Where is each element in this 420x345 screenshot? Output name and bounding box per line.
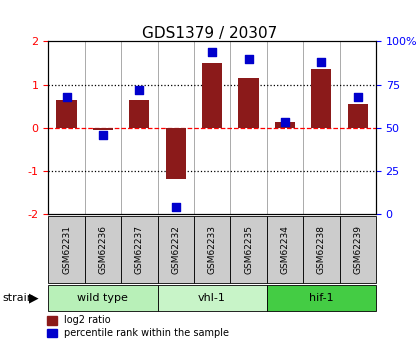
Point <box>281 120 288 125</box>
FancyBboxPatch shape <box>303 216 339 283</box>
FancyBboxPatch shape <box>85 216 121 283</box>
Text: hif-1: hif-1 <box>309 293 333 303</box>
Point <box>354 94 361 99</box>
Bar <box>348 104 368 128</box>
Point <box>136 87 143 92</box>
FancyBboxPatch shape <box>121 216 158 283</box>
FancyBboxPatch shape <box>194 216 230 283</box>
Text: GSM62236: GSM62236 <box>98 225 108 274</box>
FancyBboxPatch shape <box>267 216 303 283</box>
FancyBboxPatch shape <box>230 216 267 283</box>
Text: GSM62233: GSM62233 <box>207 225 217 274</box>
Bar <box>57 100 76 128</box>
Point <box>209 49 215 55</box>
Bar <box>129 100 150 128</box>
Text: GSM62231: GSM62231 <box>62 225 71 274</box>
Point <box>245 56 252 61</box>
Text: GSM62239: GSM62239 <box>353 225 362 274</box>
Bar <box>202 63 222 128</box>
Point <box>100 132 106 137</box>
Point <box>63 94 70 99</box>
Text: GSM62234: GSM62234 <box>281 225 289 274</box>
Point <box>318 59 325 65</box>
Text: strain: strain <box>2 293 34 303</box>
FancyBboxPatch shape <box>339 216 376 283</box>
FancyBboxPatch shape <box>48 216 85 283</box>
FancyBboxPatch shape <box>48 285 158 310</box>
Text: GSM62237: GSM62237 <box>135 225 144 274</box>
Legend: log2 ratio, percentile rank within the sample: log2 ratio, percentile rank within the s… <box>47 315 229 338</box>
Bar <box>239 78 259 128</box>
FancyBboxPatch shape <box>158 285 267 310</box>
Text: GSM62238: GSM62238 <box>317 225 326 274</box>
Text: wild type: wild type <box>77 293 129 303</box>
Point <box>172 204 179 210</box>
Text: GDS1379 / 20307: GDS1379 / 20307 <box>142 26 278 41</box>
Text: GSM62232: GSM62232 <box>171 225 180 274</box>
Text: GSM62235: GSM62235 <box>244 225 253 274</box>
FancyBboxPatch shape <box>158 216 194 283</box>
Bar <box>311 69 331 128</box>
FancyBboxPatch shape <box>267 285 376 310</box>
Bar <box>165 128 186 179</box>
Bar <box>275 122 295 128</box>
Text: vhl-1: vhl-1 <box>198 293 226 303</box>
Text: ▶: ▶ <box>29 291 38 304</box>
Bar <box>93 128 113 130</box>
